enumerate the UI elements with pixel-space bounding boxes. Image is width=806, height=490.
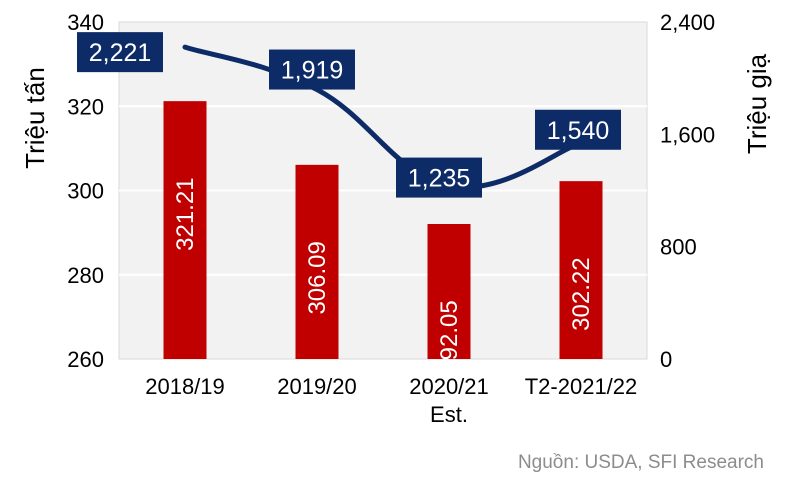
bar xyxy=(427,223,471,359)
line-value-box xyxy=(269,49,355,90)
line-value-box xyxy=(535,109,621,150)
line-value-label: 2,221 xyxy=(89,39,152,67)
x-tick-label: T2-2021/22 xyxy=(525,374,638,399)
bar xyxy=(559,181,603,359)
x-tick-label: 2018/19 xyxy=(145,374,225,399)
x-tick-label-line: 2019/20 xyxy=(277,374,357,399)
x-tick-label: 2020/21 Est. xyxy=(409,374,489,427)
x-tick-label-line: T2-2021/22 xyxy=(525,374,638,399)
x-tick-label-line: 2020/21 xyxy=(409,374,489,399)
left-tick-label: 320 xyxy=(67,94,104,119)
x-tick-label: 2019/20 xyxy=(277,374,357,399)
left-tick-label: 280 xyxy=(67,263,104,288)
line-value-label: 1,919 xyxy=(281,57,344,85)
left-tick-label: 340 xyxy=(67,10,104,35)
left-tick-label: 260 xyxy=(67,347,104,372)
gridlines xyxy=(119,105,647,276)
line-value-box xyxy=(396,157,482,198)
source-note: Nguồn: USDA, SFI Research xyxy=(517,452,764,473)
bar xyxy=(163,101,207,359)
price-line-series: 2,221 1,919 1,235 1,540 xyxy=(77,32,621,198)
bar xyxy=(295,164,339,359)
right-tick-label: 800 xyxy=(660,235,697,260)
left-tick-label: 300 xyxy=(67,179,104,204)
right-axis-ticks: 0 800 1,600 2,400 xyxy=(660,10,715,372)
bar-value-label: 321.21 xyxy=(172,177,199,250)
line-value-box xyxy=(77,32,163,73)
x-tick-label-line: 2018/19 xyxy=(145,374,225,399)
right-tick-label: 1,600 xyxy=(660,122,715,147)
x-axis-ticks: 2018/19 2019/20 2020/21 Est. T2-2021/22 xyxy=(145,374,637,427)
line-value-label: 1,235 xyxy=(408,165,471,193)
x-tick-label-line: Est. xyxy=(430,402,468,427)
line-value-label: 1,540 xyxy=(547,117,610,145)
left-axis-ticks: 260 280 300 320 340 xyxy=(67,10,104,372)
right-axis-label: Triệu giạ xyxy=(742,53,772,154)
price-line xyxy=(182,44,584,190)
left-axis-label: Triệu tấn xyxy=(20,67,50,169)
bars: 321.21 306.09 292.05 302.22 xyxy=(163,101,603,374)
bar-value-label: 306.09 xyxy=(304,241,331,314)
right-tick-label: 2,400 xyxy=(660,10,715,35)
bar-value-label: 302.22 xyxy=(568,257,595,330)
bar-value-label: 292.05 xyxy=(436,300,463,373)
right-tick-label: 0 xyxy=(660,347,672,372)
